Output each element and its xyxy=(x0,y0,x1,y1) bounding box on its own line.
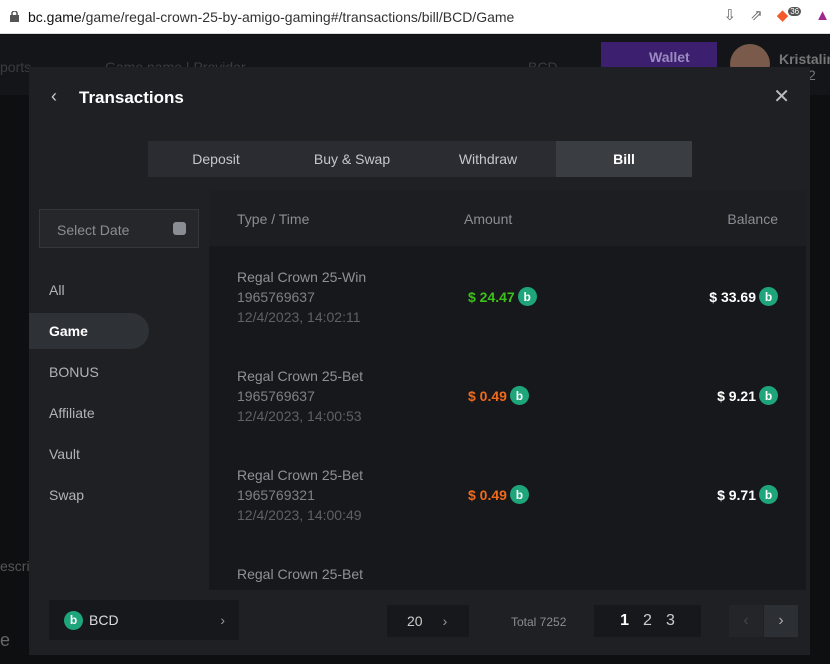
table-header: Type / Time Amount Balance xyxy=(209,191,806,246)
row-id: 1965769637 xyxy=(237,289,315,305)
row-id: 1965769321 xyxy=(237,487,315,503)
next-page-button[interactable]: › xyxy=(764,605,798,637)
close-icon[interactable]: ✕ xyxy=(773,86,790,108)
bcd-coin-icon: b xyxy=(509,386,529,405)
pagination: 1 2 3 xyxy=(594,605,701,637)
bcd-coin-icon: b xyxy=(759,485,778,504)
table-row[interactable]: Regal Crown 25-Bet 1965769321 12/4/2023, 1… xyxy=(209,444,806,543)
transactions-modal: ‹ Transactions ✕ Deposit Buy & Swap With… xyxy=(29,67,810,655)
bg-text: escri xyxy=(0,558,30,574)
currency-select[interactable]: b BCD › xyxy=(49,600,239,640)
tab-buy-swap[interactable]: Buy & Swap xyxy=(313,151,391,167)
sidebar-item-game[interactable]: Game xyxy=(29,313,149,349)
row-id: 1965769637 xyxy=(237,388,315,404)
nav-sports: ports xyxy=(0,59,32,75)
row-time: 12/4/2023, 14:00:53 xyxy=(237,408,362,424)
total-count: Total 7252 xyxy=(511,615,567,629)
bg-text: e xyxy=(0,630,11,650)
bcd-coin-icon: b xyxy=(759,287,778,306)
sidebar-item-vault[interactable]: Vault xyxy=(49,446,80,462)
bcd-coin-icon: b xyxy=(759,386,778,405)
footer: b BCD › 20 › Total 7252 1 2 3 ‹ › xyxy=(29,590,810,655)
sidebar-item-bonus[interactable]: BONUS xyxy=(49,364,99,380)
wallet-button: Wallet xyxy=(601,42,717,70)
row-info: Regal Crown 25-Win 1965769637 12/4/2023, 1… xyxy=(237,267,366,327)
bcd-coin-icon: b xyxy=(64,610,83,630)
row-type: Regal Crown 25-Win xyxy=(237,269,367,285)
row-type: Regal Crown 25-Bet xyxy=(237,566,364,582)
row-info: Regal Crown 25-Bet 1965769637 12/4/2023, 1… xyxy=(237,366,363,426)
page-3[interactable]: 3 xyxy=(665,612,675,629)
row-amount: $ 0.49 b xyxy=(468,485,529,504)
bcd-coin-icon: b xyxy=(509,485,529,504)
lock-icon xyxy=(10,11,19,22)
table-row[interactable]: Regal Crown 25-Win 1965769637 12/4/2023, 1… xyxy=(209,246,806,345)
tab-deposit[interactable]: Deposit xyxy=(192,151,240,167)
row-info: Regal Crown 25-Bet 1965769321 12/4/2023, 1… xyxy=(237,465,363,525)
brave-rewards-icon[interactable]: ▲ xyxy=(815,6,830,24)
chevron-right-icon: › xyxy=(442,613,448,629)
page-2[interactable]: 2 xyxy=(643,612,652,629)
modal-title: Transactions xyxy=(79,88,184,107)
sidebar-item-all[interactable]: All xyxy=(49,282,65,298)
install-icon[interactable]: ⇩ xyxy=(723,7,737,24)
column-amount: Amount xyxy=(464,210,513,227)
row-balance: $ 9.71 b xyxy=(717,485,778,504)
wallet-label: Wallet xyxy=(649,49,690,65)
column-type: Type / Time xyxy=(237,210,310,227)
date-picker[interactable]: Select Date xyxy=(39,209,199,248)
tab-bill[interactable]: Bill xyxy=(556,141,692,177)
row-balance: $ 9.21 b xyxy=(717,386,778,405)
row-type: Regal Crown 25-Bet xyxy=(237,368,364,384)
calendar-icon xyxy=(173,222,186,235)
brave-shield-icon[interactable]: ◆ 36 xyxy=(776,7,802,24)
username: Kristalin xyxy=(779,51,830,67)
row-balance: $ 33.69 b xyxy=(709,287,778,306)
row-info: Regal Crown 25-Bet xyxy=(237,564,363,584)
tab-bar: Deposit Buy & Swap Withdraw Bill xyxy=(148,141,692,177)
chevron-right-icon: › xyxy=(220,612,225,628)
browser-address-bar[interactable]: bc.game/game/regal-crown-25-by-amigo-gam… xyxy=(0,0,830,34)
back-icon[interactable]: ‹ xyxy=(51,86,57,106)
sidebar: All Game BONUS Affiliate Vault Swap xyxy=(29,272,209,518)
prev-page-button[interactable]: ‹ xyxy=(729,605,763,637)
url-text[interactable]: bc.game/game/regal-crown-25-by-amigo-gam… xyxy=(28,9,515,25)
row-amount: $ 0.49 b xyxy=(468,386,529,405)
sidebar-item-affiliate[interactable]: Affiliate xyxy=(49,405,95,421)
sidebar-item-swap[interactable]: Swap xyxy=(49,487,85,503)
page-1[interactable]: 1 xyxy=(620,612,630,629)
row-type: Regal Crown 25-Bet xyxy=(237,467,364,483)
table-row[interactable]: Regal Crown 25-Bet xyxy=(209,543,806,591)
transactions-table: Type / Time Amount Balance Regal Crown 2… xyxy=(209,191,806,591)
per-page-select[interactable]: 20 › xyxy=(387,605,469,637)
user-level: 2 xyxy=(808,67,816,83)
row-time: 12/4/2023, 14:00:49 xyxy=(237,507,362,523)
tab-withdraw[interactable]: Withdraw xyxy=(458,151,518,167)
share-icon[interactable]: ⇗ xyxy=(750,7,763,24)
row-amount: $ 24.47 b xyxy=(468,287,537,306)
bcd-coin-icon: b xyxy=(517,287,537,306)
table-row[interactable]: Regal Crown 25-Bet 1965769637 12/4/2023, 1… xyxy=(209,345,806,444)
row-time: 12/4/2023, 14:02:11 xyxy=(237,309,361,325)
column-balance: Balance xyxy=(727,210,778,227)
